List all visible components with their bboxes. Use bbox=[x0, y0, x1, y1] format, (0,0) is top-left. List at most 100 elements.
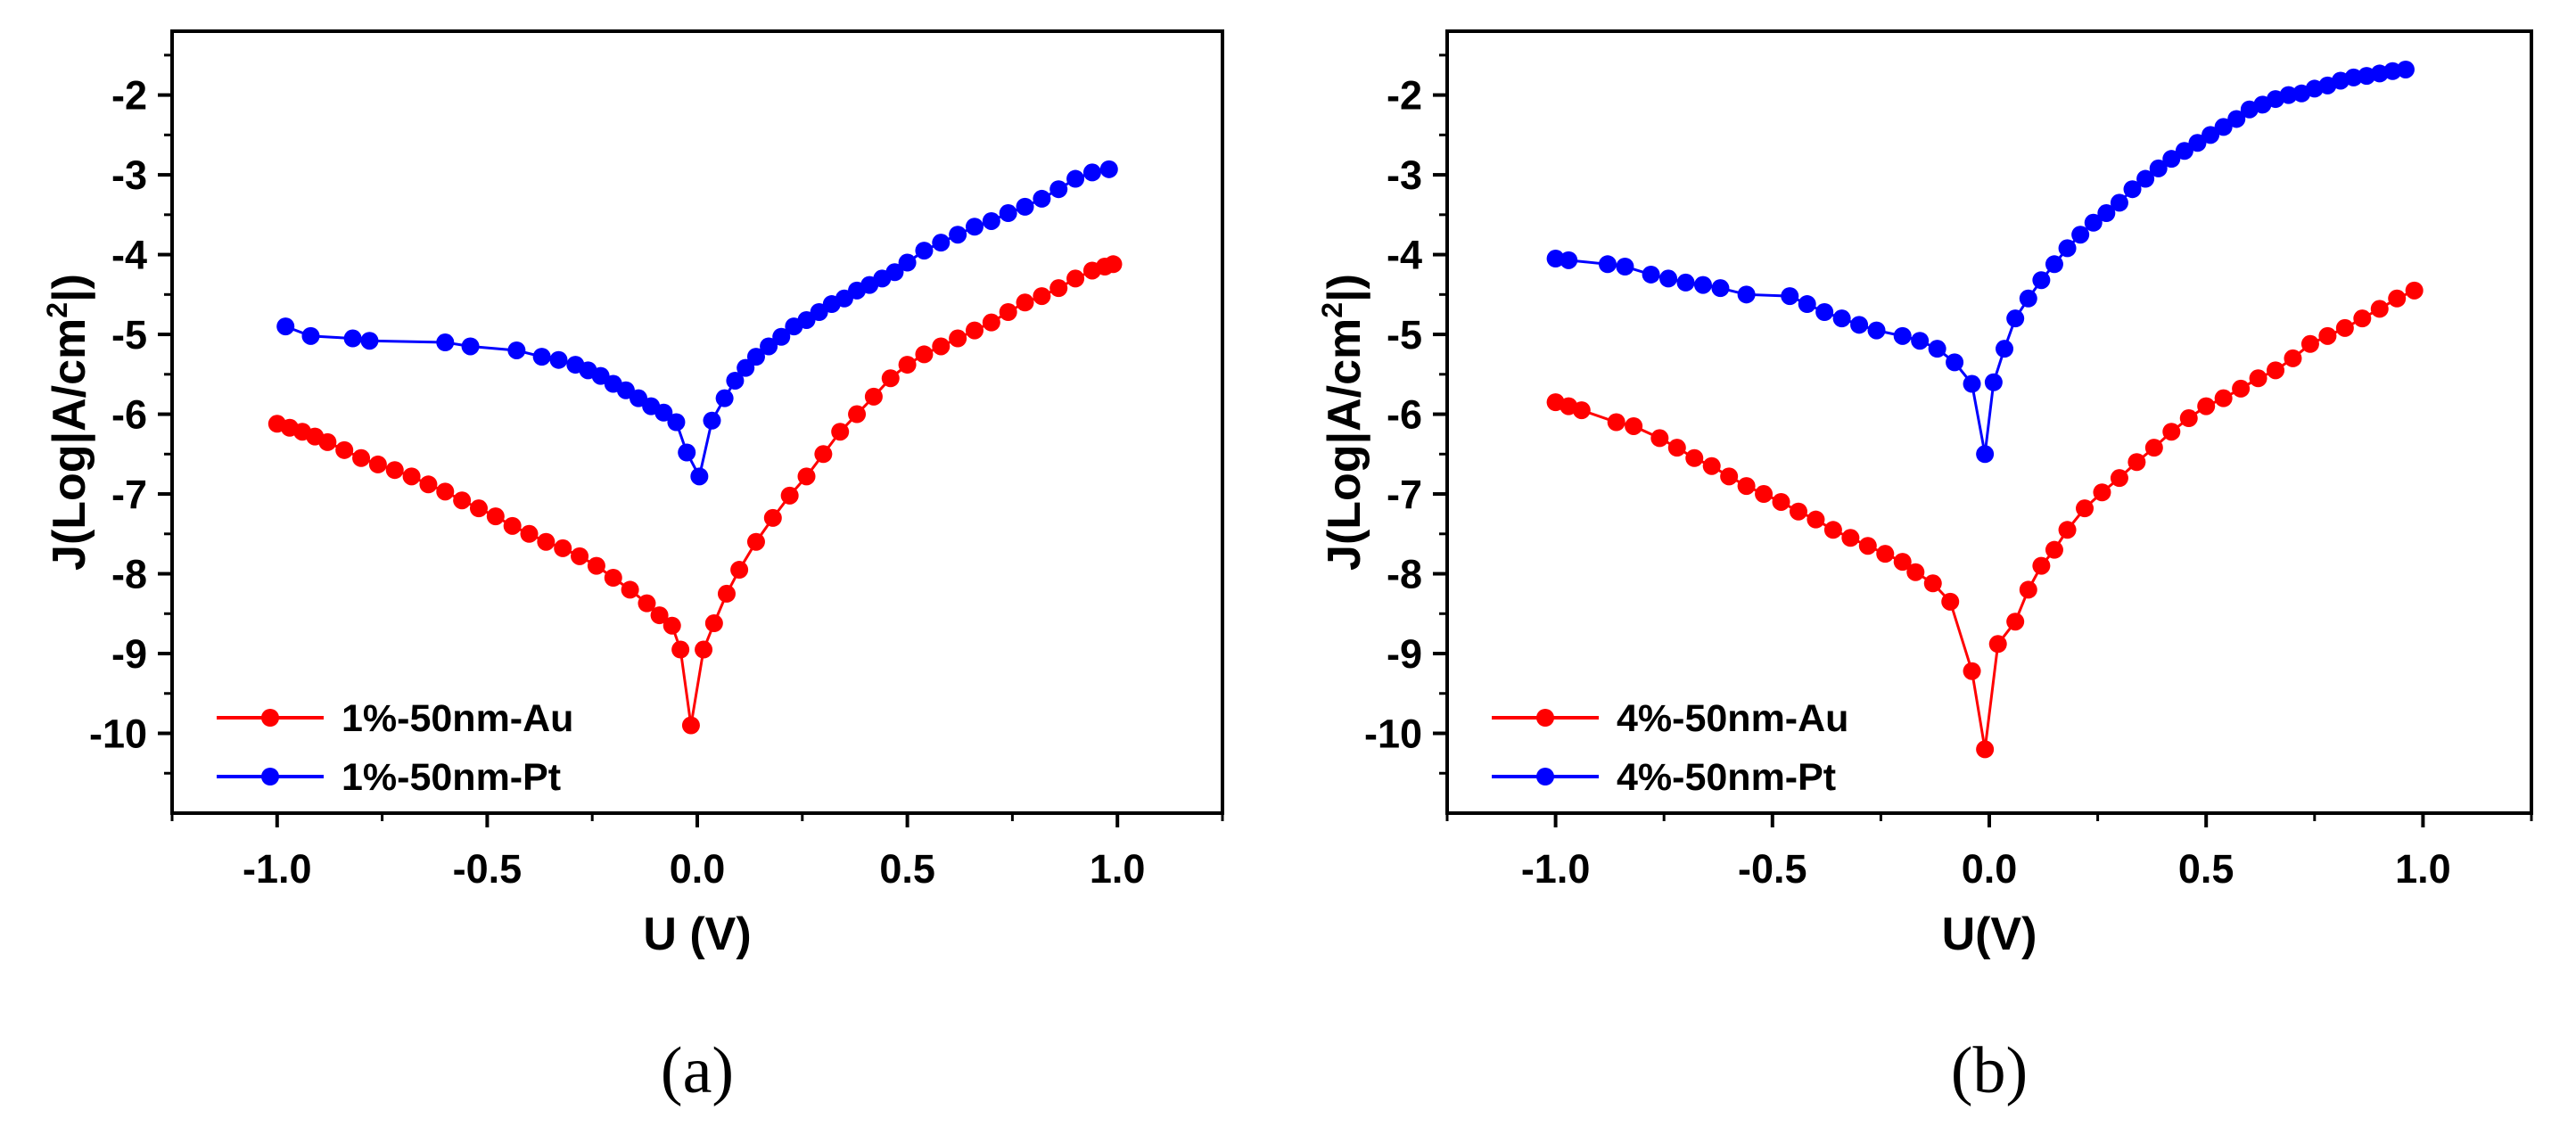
legend-marker bbox=[261, 709, 279, 727]
y-axis-title-superscript: 2 bbox=[1316, 302, 1348, 318]
data-point bbox=[2144, 439, 2163, 457]
series-1 bbox=[276, 160, 1118, 486]
x-tick-label: 0.5 bbox=[879, 846, 935, 892]
data-point bbox=[1066, 169, 1085, 188]
data-point bbox=[746, 532, 765, 551]
data-point bbox=[1850, 316, 1869, 334]
y-tick-label: -6 bbox=[111, 392, 147, 438]
data-point bbox=[703, 411, 721, 430]
series-0 bbox=[267, 255, 1123, 735]
data-point bbox=[1016, 197, 1034, 216]
plot-frame bbox=[170, 29, 1224, 815]
data-point bbox=[2149, 159, 2168, 177]
data-point bbox=[2058, 239, 2077, 258]
data-point bbox=[1099, 160, 1118, 178]
data-point bbox=[667, 413, 686, 432]
data-point bbox=[2019, 289, 2037, 308]
data-point bbox=[2388, 289, 2407, 308]
data-point bbox=[2396, 60, 2415, 78]
data-point bbox=[1737, 477, 1756, 496]
data-point bbox=[999, 204, 1017, 223]
data-point bbox=[2370, 300, 2389, 318]
data-point bbox=[704, 614, 723, 633]
data-point bbox=[715, 389, 734, 407]
y-tick-label: -7 bbox=[1387, 472, 1422, 517]
data-point bbox=[1755, 485, 1774, 504]
data-point bbox=[1104, 255, 1123, 274]
data-point bbox=[999, 303, 1017, 322]
data-point bbox=[587, 556, 605, 575]
data-point bbox=[1033, 287, 1051, 306]
data-point bbox=[638, 594, 656, 613]
data-point bbox=[1033, 189, 1051, 208]
data-point bbox=[1841, 529, 1860, 547]
data-point bbox=[2006, 613, 2025, 631]
y-tick-label: -4 bbox=[111, 233, 147, 278]
y-tick-label: -6 bbox=[1387, 392, 1422, 438]
data-point bbox=[2045, 540, 2063, 559]
data-point bbox=[604, 569, 622, 588]
series-1 bbox=[1546, 60, 2415, 464]
data-point bbox=[1642, 265, 1660, 284]
y-axis-title-suffix: |) bbox=[44, 274, 95, 302]
data-point bbox=[2097, 204, 2116, 223]
x-tick-label: -1.0 bbox=[1521, 846, 1591, 892]
data-point bbox=[681, 716, 700, 735]
data-point bbox=[717, 584, 736, 603]
x-tick-label: -1.0 bbox=[243, 846, 312, 892]
data-point bbox=[402, 467, 421, 486]
data-point bbox=[2197, 397, 2216, 415]
data-point bbox=[949, 329, 967, 348]
data-point bbox=[772, 327, 791, 346]
data-point bbox=[1066, 269, 1085, 288]
legend-label: 4%-50nm-Pt bbox=[1617, 756, 1836, 799]
data-point bbox=[2071, 226, 2090, 244]
data-point bbox=[1546, 250, 1565, 268]
data-point bbox=[1963, 374, 1981, 393]
data-point bbox=[1676, 273, 1695, 292]
data-point bbox=[1049, 180, 1068, 199]
data-point bbox=[730, 561, 749, 580]
panel-label: (a) bbox=[661, 1034, 734, 1107]
series-0 bbox=[1546, 281, 2424, 759]
legend-marker bbox=[1536, 768, 1554, 785]
data-point bbox=[532, 348, 551, 366]
data-point bbox=[2110, 193, 2128, 212]
x-tick-label: 0.5 bbox=[2178, 846, 2234, 892]
y-tick-label: -3 bbox=[111, 152, 147, 198]
data-point bbox=[2123, 180, 2142, 199]
y-tick-label: -2 bbox=[1387, 73, 1422, 119]
data-point bbox=[2006, 309, 2025, 328]
y-tick-label: -9 bbox=[111, 631, 147, 677]
data-point bbox=[965, 218, 983, 236]
chart-panel-a: -1.0 -0.5 0.0 0.5 1.0 -2 -3 -4 -5 -6 -7 -8 -9 -10 U (V… bbox=[41, 29, 1224, 1107]
data-point bbox=[352, 448, 371, 467]
data-point bbox=[486, 507, 505, 526]
data-point bbox=[2162, 423, 2181, 441]
x-axis-title: U (V) bbox=[643, 909, 751, 960]
x-tick-label: 1.0 bbox=[1090, 846, 1146, 892]
data-point bbox=[2279, 86, 2298, 104]
data-point bbox=[2267, 361, 2285, 380]
data-point bbox=[2045, 255, 2063, 274]
x-tick-label: 1.0 bbox=[2395, 846, 2451, 892]
data-point bbox=[2232, 379, 2251, 398]
series-line bbox=[276, 262, 1114, 726]
data-point bbox=[1928, 340, 1946, 358]
data-point bbox=[1798, 295, 1816, 314]
data-point bbox=[780, 486, 799, 505]
data-point bbox=[1893, 553, 1912, 572]
y-tick-label: -7 bbox=[111, 472, 147, 517]
data-point bbox=[343, 329, 362, 348]
data-point bbox=[276, 317, 295, 336]
data-point bbox=[797, 467, 816, 486]
data-point bbox=[436, 333, 455, 352]
data-point bbox=[360, 332, 379, 350]
data-point bbox=[1616, 257, 1634, 276]
data-point bbox=[2383, 62, 2402, 80]
y-axis-title-main: J(Log|A/cm bbox=[1319, 318, 1370, 571]
data-point bbox=[746, 348, 765, 366]
y-axis-title-suffix: |) bbox=[1319, 274, 1370, 302]
x-tick-label: -0.5 bbox=[1738, 846, 1807, 892]
